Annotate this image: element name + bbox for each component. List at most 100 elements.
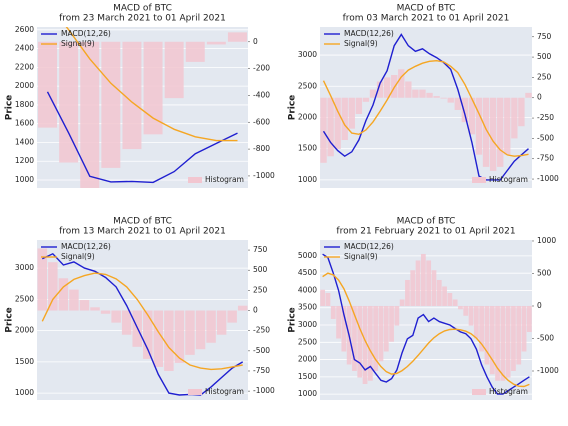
legend-swatch — [188, 177, 202, 183]
y-tick-label: 2500 — [298, 81, 317, 90]
histogram-bar — [122, 41, 142, 150]
histogram-bar — [473, 305, 479, 339]
y-tick-label: 1000 — [298, 389, 317, 398]
histogram-bar — [320, 97, 327, 163]
histogram-bar — [511, 97, 518, 139]
histogram-bar — [143, 41, 163, 135]
y2-tick-label: -600 — [253, 117, 270, 126]
histogram-bar — [69, 289, 79, 311]
y2-tick-label: 250 — [537, 72, 552, 81]
histogram-bar — [497, 97, 504, 167]
y-tick-label: 2400 — [15, 44, 34, 53]
y2-tick-label: 750 — [253, 245, 268, 254]
histogram-bar — [398, 69, 405, 98]
histogram-bar — [521, 305, 527, 352]
histogram-bar — [330, 305, 336, 319]
y2-tick-label: 0 — [253, 306, 258, 315]
chart-subtitle: from 21 February 2021 to 01 April 2021 — [336, 227, 515, 237]
y-tick-label: 1200 — [15, 156, 34, 165]
histogram-bar — [518, 97, 525, 127]
chart-title: MACD of BTC — [113, 4, 172, 14]
histogram-bar — [526, 305, 532, 332]
histogram-bar — [327, 97, 334, 157]
histogram-bar — [164, 310, 174, 371]
y-axis-label: Price — [5, 95, 15, 121]
plot-area — [38, 27, 247, 188]
chart-title: MACD of BTC — [397, 4, 456, 14]
y-tick-label: 2000 — [15, 326, 34, 335]
plot-area — [320, 33, 532, 181]
histogram-bar — [461, 97, 469, 123]
legend-label: Signal(9) — [61, 252, 95, 261]
histogram-bar — [447, 292, 453, 306]
y2-tick-label: 500 — [537, 52, 552, 61]
y2-tick-label: -1000 — [537, 366, 559, 375]
y2-tick-label: 500 — [537, 268, 552, 277]
histogram-bar — [376, 81, 384, 98]
histogram-bar — [195, 310, 206, 350]
histogram-bar — [100, 310, 111, 314]
legend: MACD(12,26)Signal(9) Histogram — [41, 29, 244, 184]
histogram-bar — [206, 41, 226, 45]
histogram-bar — [185, 41, 205, 62]
series-line — [322, 272, 530, 388]
y2-tick-label: 500 — [253, 265, 268, 274]
legend-label: Histogram — [205, 175, 244, 184]
histogram-bar — [511, 305, 516, 372]
y-tick-label: 2000 — [298, 355, 317, 364]
y-tick-label: 4500 — [298, 268, 317, 277]
y2-tick-label: -500 — [253, 346, 270, 355]
histogram-bar — [415, 260, 421, 306]
histogram-bar — [355, 97, 363, 115]
histogram-bar — [216, 310, 227, 335]
histogram-bar — [325, 292, 331, 306]
y-tick-label: 2500 — [298, 337, 317, 346]
histogram-bar — [320, 289, 326, 306]
histogram-bar — [442, 286, 447, 306]
histogram-bar — [419, 89, 426, 98]
histogram-bar — [489, 97, 497, 171]
y-tick-label: 1600 — [15, 119, 34, 128]
histogram-bar — [525, 92, 532, 98]
y2-tick-label: -200 — [253, 64, 270, 73]
y2-tick-label: -750 — [253, 366, 270, 375]
histogram-bar — [463, 305, 469, 316]
chart-title: MACD of BTC — [113, 217, 172, 227]
histogram-bar — [405, 81, 412, 98]
histogram-bar — [58, 278, 69, 311]
histogram-bar — [426, 92, 433, 98]
chart-subtitle: from 13 March 2021 to 01 April 2021 — [59, 227, 226, 237]
histogram-bar — [426, 260, 432, 306]
y-tick-label: 1500 — [15, 357, 34, 366]
y-tick-label: 2000 — [298, 112, 317, 121]
histogram-bar — [394, 305, 400, 326]
legend-label: MACD(12,26) — [61, 29, 111, 38]
y2-tick-label: 250 — [253, 285, 268, 294]
legend: MACD(12,26)Signal(9) Histogram — [324, 242, 528, 396]
histogram-bar — [101, 41, 121, 168]
y-tick-label: 1400 — [15, 137, 34, 146]
histogram-bar — [500, 305, 506, 381]
histogram-bar — [352, 305, 357, 372]
y2-tick-label: -1000 — [253, 386, 275, 395]
y-tick-label: 1000 — [15, 388, 34, 397]
histogram-bar — [383, 77, 391, 98]
histogram-bar — [489, 305, 495, 375]
histogram-bar — [383, 305, 389, 352]
histogram-bar — [367, 305, 373, 381]
histogram-bar — [237, 305, 248, 311]
histogram-bar — [121, 310, 132, 335]
plot-area — [320, 253, 532, 395]
legend: MACD(12,26)Signal(9) Histogram — [324, 29, 528, 184]
series-line — [322, 33, 529, 181]
histogram-bar — [174, 310, 185, 363]
legend-label: MACD(12,26) — [61, 242, 111, 251]
plot-background — [320, 27, 532, 188]
histogram-bar — [369, 89, 377, 98]
histogram-bar — [336, 305, 341, 339]
legend-label: Signal(9) — [344, 39, 378, 48]
legend-label: Histogram — [489, 387, 528, 396]
